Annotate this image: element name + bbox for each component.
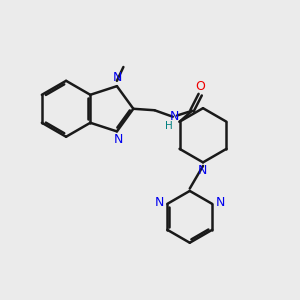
Text: N: N: [113, 71, 122, 84]
Text: N: N: [198, 164, 207, 177]
Text: N: N: [114, 133, 123, 146]
Text: N: N: [169, 110, 179, 123]
Text: H: H: [165, 121, 173, 131]
Text: N: N: [216, 196, 225, 209]
Text: N: N: [154, 196, 164, 209]
Text: O: O: [195, 80, 205, 94]
